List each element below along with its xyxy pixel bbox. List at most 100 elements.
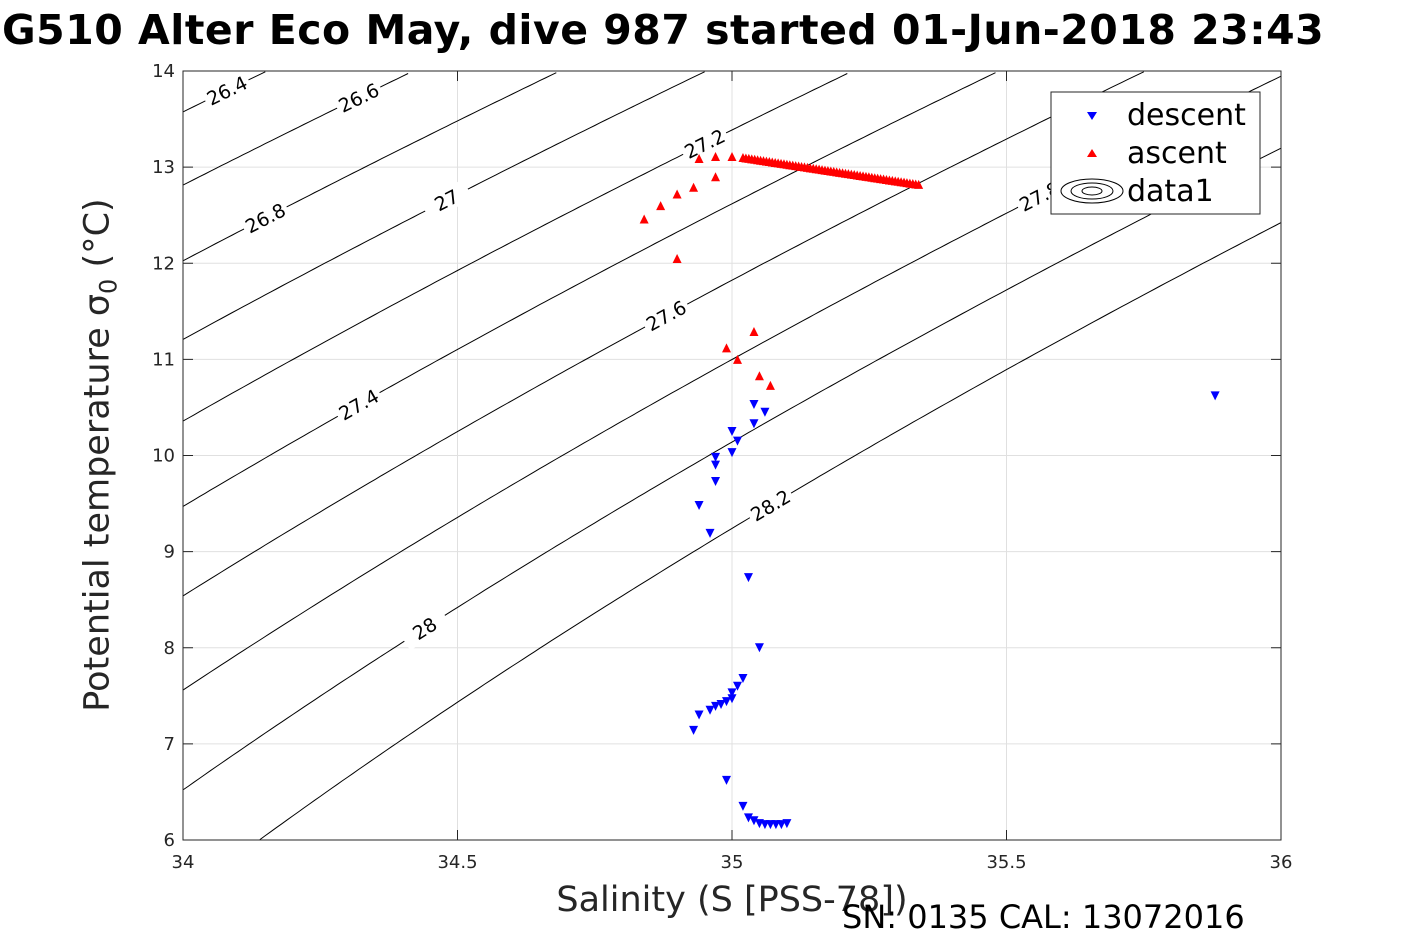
descent-point-0 [1210,391,1220,401]
contour-label-group-27: 27 [420,179,473,221]
contour-label-bg [678,123,731,165]
legend-ascent-marker [1087,149,1097,157]
y-tick-label-4: 10 [152,446,175,467]
descent-point-5 [732,436,742,446]
x-tick-label-1: 34.5 [437,852,477,873]
contour-label-26.6: 26.6 [335,79,383,117]
descent-point-13 [754,643,764,653]
y-tick-label-0: 6 [164,830,175,851]
y-tick-label-3: 9 [164,542,175,563]
ascent-point-7 [727,152,737,162]
contour-label-bg [420,179,473,221]
ascent-point-3 [689,182,699,192]
descent-point-32 [776,820,786,830]
descent-point-12 [743,573,753,583]
density-contour-27.2 [182,73,848,422]
contour-label-27.2: 27.2 [681,125,729,164]
x-tick-label-3: 35.5 [986,852,1026,873]
legend-data1-label: data1 [1127,174,1214,209]
contour-label-group-27.2: 27.2 [678,123,731,165]
ascent-point-0 [639,214,649,224]
contour-label-bg [332,383,386,426]
descent-point-1 [749,400,759,410]
y-axis-label-subscript: 0 [94,278,123,294]
legend: descent ascent data1 [1050,91,1261,215]
ascent-point-11 [732,354,742,364]
descent-point-10 [694,500,704,510]
contour-label-group-28.2: 28.2 [744,483,797,528]
descent-point-33 [782,819,792,829]
ascent-point-12 [754,371,764,381]
descent-point-9 [711,476,721,486]
descent-point-16 [727,688,737,698]
contour-label-group-26.6: 26.6 [332,77,386,119]
ascent-point-13 [765,380,775,390]
tick-layer: 34 34.5 35 35.5 36 6 7 8 9 10 11 12 13 14 [152,61,1292,873]
descent-point-26 [743,813,753,823]
descent-point-7 [711,452,721,462]
y-axis-label: Potential temperature σ0 (°C) [78,198,123,711]
descent-point-14 [738,674,748,684]
x-axis-label: Salinity (S [PSS-78]) [556,880,908,920]
chart-title: SG510 Alter Eco May, dive 987 started 01… [0,0,1417,60]
chart-title-text: SG510 Alter Eco May, dive 987 started 01… [0,6,1325,54]
density-contour-27.6 [182,71,1145,597]
x-tick-label-0: 34 [172,852,195,873]
y-tick-label-7: 13 [152,157,175,178]
ascent-point-8 [672,253,682,263]
marker-layer [639,152,1220,830]
descent-point-3 [749,419,759,429]
ascent-point-2 [672,189,682,199]
contour-label-group-27.6: 27.6 [639,294,693,337]
ascent-point-9 [749,326,759,336]
y-axis-label-unit: (°C) [77,198,118,279]
contour-label-group-27.4: 27.4 [332,383,386,426]
descent-point-2 [760,407,770,417]
x-tick-label-2: 35 [721,852,744,873]
ascent-point-6 [711,152,721,162]
descent-point-21 [705,705,715,715]
contour-label-26.8: 26.8 [242,199,290,238]
ascent-point-1 [656,201,666,211]
descent-point-25 [738,801,748,811]
ascent-point-5 [694,153,704,163]
legend-ascent-label: ascent [1127,136,1227,171]
density-contour-27.4 [182,72,996,507]
contour-label-bg [398,606,451,651]
descent-point-11 [705,528,715,538]
contour-label-group-26.8: 26.8 [238,197,292,239]
contour-label-bg [332,77,386,119]
ascent-point-dense-60 [914,179,924,189]
descent-point-8 [711,460,721,470]
ascent-point-4 [711,172,721,182]
descent-point-27 [749,816,759,826]
descent-point-4 [727,426,737,436]
contour-label-group-26.4: 26.4 [200,69,254,111]
y-tick-label-5: 11 [152,349,175,370]
legend-descent-label: descent [1127,98,1246,133]
y-tick-label-6: 12 [152,253,175,274]
y-tick-label-8: 14 [152,61,175,82]
descent-point-22 [694,710,704,720]
descent-point-23 [689,725,699,735]
descent-point-18 [722,697,732,707]
y-axis-label-text: Potential temperature σ [77,293,118,712]
contour-label-bg [238,197,292,239]
x-tick-label-4: 36 [1270,852,1293,873]
density-contour-28 [182,147,1282,791]
contour-label-bg [744,483,797,528]
y-tick-label-1: 7 [164,734,175,755]
descent-point-6 [727,448,737,458]
contour-label-bg [200,69,254,111]
contour-label-group-28: 28 [398,606,451,651]
ascent-point-10 [722,343,732,353]
y-tick-label-2: 8 [164,638,175,659]
contour-label-26.4: 26.4 [204,72,252,110]
legend-data1-contour-icon [1060,178,1124,204]
descent-point-24 [722,775,732,785]
descent-point-17 [727,694,737,704]
legend-descent-marker [1087,112,1097,120]
density-contour-28.2 [259,222,1282,841]
descent-point-20 [711,701,721,711]
